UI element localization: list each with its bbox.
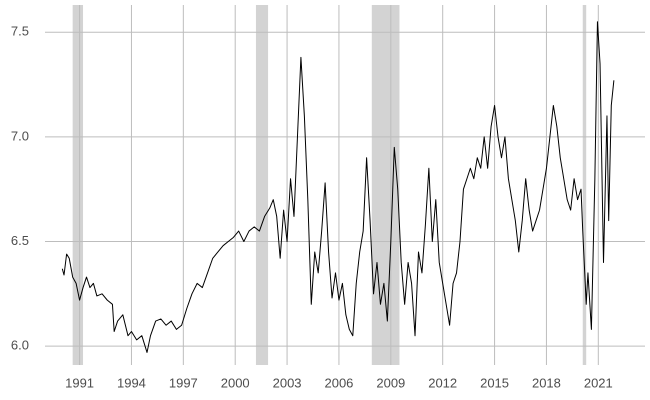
x-tick-label: 1997 [169,375,198,390]
x-tick-label: 2006 [324,375,353,390]
x-tick-label: 2009 [376,375,405,390]
y-tick-label: 6.0 [11,338,29,353]
shaded-period [371,5,400,365]
x-tick-label: 2003 [273,375,302,390]
data-line [61,21,615,353]
x-tick-label: 1991 [65,375,94,390]
shaded-period [582,5,587,365]
x-tick-label: 2012 [428,375,457,390]
y-tick-label: 6.5 [11,233,29,248]
y-tick-label: 7.5 [11,24,29,39]
shaded-period [255,5,269,365]
x-tick-label: 2000 [221,375,250,390]
x-tick-label: 2021 [584,375,613,390]
x-tick-label: 1994 [117,375,146,390]
x-tick-label: 2018 [532,375,561,390]
x-tick-label: 2015 [480,375,509,390]
y-tick-label: 7.0 [11,128,29,143]
shaded-period [72,5,84,365]
